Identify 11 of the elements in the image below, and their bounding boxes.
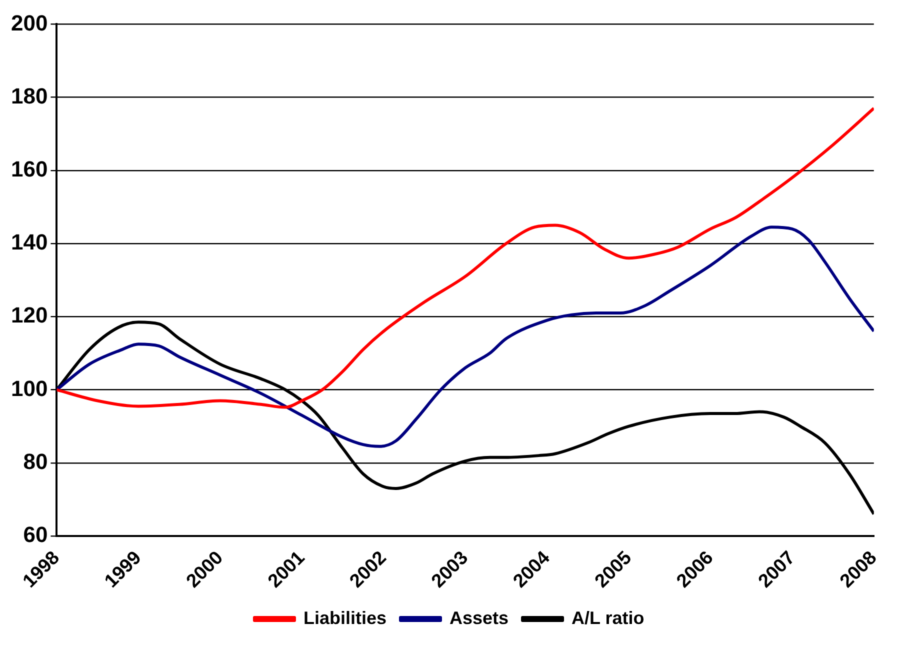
y-tick-label: 160 bbox=[10, 156, 48, 182]
legend-label: Liabilities bbox=[303, 608, 386, 628]
legend-label: A/L ratio bbox=[572, 608, 644, 628]
y-tick-label: 180 bbox=[10, 83, 48, 108]
y-tick-label: 120 bbox=[10, 302, 48, 328]
y-tick-label: 100 bbox=[10, 376, 48, 401]
y-tick-label: 140 bbox=[10, 230, 48, 255]
y-tick-label: 60 bbox=[23, 522, 48, 548]
y-tick-label: 80 bbox=[23, 448, 48, 474]
y-tick-label: 200 bbox=[10, 10, 48, 36]
legend-label: Assets bbox=[449, 608, 509, 628]
